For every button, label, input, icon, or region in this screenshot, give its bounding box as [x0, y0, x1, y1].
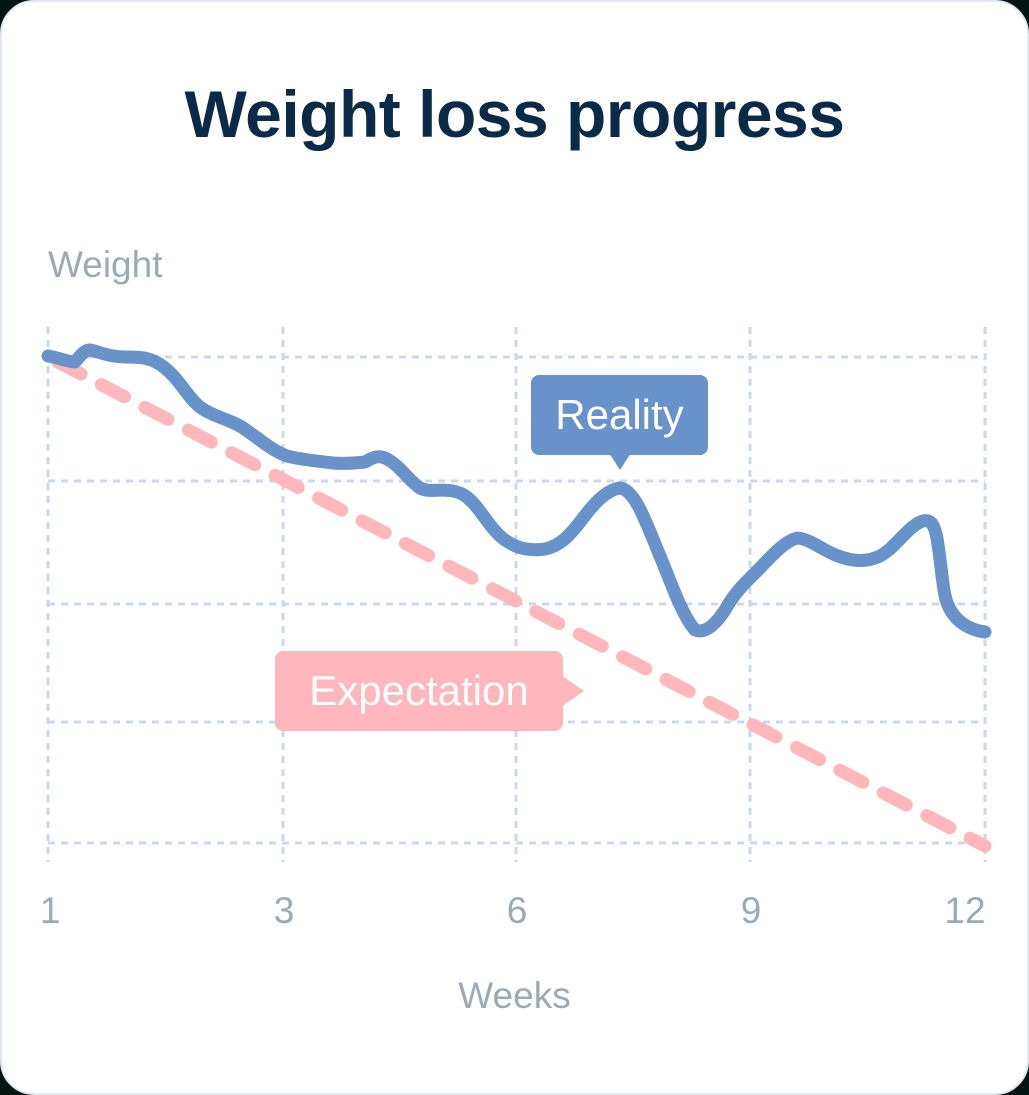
reality-line	[41, 343, 992, 639]
grid	[46, 327, 987, 862]
x-tick-9: 9	[740, 890, 762, 931]
reality-tag-pointer	[609, 453, 631, 470]
x-tick-6: 6	[506, 890, 528, 931]
x-axis-label: Weeks	[458, 975, 571, 1016]
expectation-annotation: Expectation	[275, 651, 563, 731]
y-axis-label: Weight	[48, 244, 163, 285]
chart-title: Weight loss progress	[184, 77, 845, 151]
expectation-tag-pointer	[561, 675, 584, 707]
x-tick-12: 12	[944, 890, 986, 931]
expectation-line	[51, 355, 992, 853]
x-tick-3: 3	[273, 890, 295, 931]
x-tick-1: 1	[39, 890, 61, 931]
reality-annotation: Reality	[531, 375, 708, 455]
